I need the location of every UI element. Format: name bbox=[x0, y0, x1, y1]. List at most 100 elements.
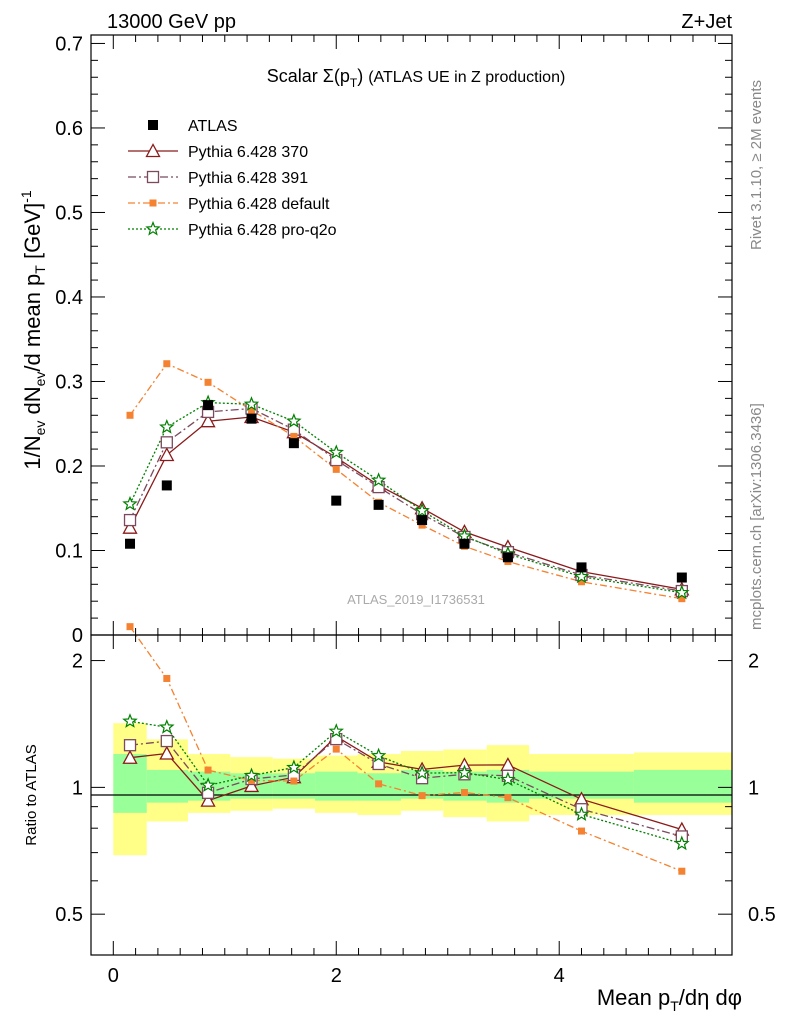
ratio-series-point bbox=[160, 734, 173, 748]
x-tick-label: 0 bbox=[108, 965, 119, 987]
y-tick-label: 0.7 bbox=[55, 33, 83, 55]
legend-label: Pythia 6.428 370 bbox=[188, 144, 308, 161]
series-point bbox=[678, 595, 686, 603]
ratio-series-point bbox=[375, 780, 383, 788]
legend-marker bbox=[146, 170, 160, 184]
ratio-series-line bbox=[129, 626, 683, 872]
rivet-version-label: Rivet 3.1.10, ≥ 2M events bbox=[748, 80, 765, 250]
title-sub: T bbox=[350, 76, 358, 90]
series-point bbox=[290, 432, 298, 440]
ratio-tick-label: 1 bbox=[72, 777, 83, 799]
plot-title: Scalar Σ(pT) (ATLAS UE in Z production) bbox=[267, 66, 566, 90]
series-point bbox=[414, 502, 430, 518]
ratio-series-point bbox=[332, 745, 340, 753]
ratio-series-point bbox=[122, 713, 138, 728]
x-axis-ticks: 0 2 4 bbox=[108, 35, 716, 987]
ratio-series-point bbox=[126, 623, 134, 631]
series-point bbox=[286, 413, 302, 428]
stat-uncertainty-band bbox=[146, 769, 188, 803]
ratio-tick-label-right: 1 bbox=[748, 777, 759, 799]
ratio-series-point bbox=[286, 759, 302, 775]
data-point bbox=[676, 572, 687, 583]
series-line bbox=[129, 416, 682, 591]
legend-marker bbox=[148, 120, 158, 130]
data-point bbox=[417, 515, 428, 526]
ratio-series-point bbox=[290, 777, 298, 785]
legend-marker bbox=[145, 143, 161, 158]
ratio-series-point bbox=[248, 776, 256, 784]
data-point bbox=[459, 538, 470, 549]
series-line bbox=[129, 362, 682, 600]
series-point bbox=[578, 578, 586, 586]
ratio-plot-frame bbox=[90, 634, 733, 956]
ratio-series-point bbox=[159, 719, 175, 734]
series-point bbox=[573, 568, 590, 584]
y-tick-label: 0.5 bbox=[55, 202, 83, 224]
legend-label: Pythia 6.428 391 bbox=[188, 170, 308, 187]
ratio-series-point bbox=[460, 789, 468, 797]
ratio-y-axis-label: Ratio to ATLAS bbox=[23, 744, 40, 845]
ratio-tick-label: 2 bbox=[72, 651, 83, 673]
series-point bbox=[674, 584, 690, 600]
mcplots-label: mcplots.cern.ch [arXiv:1306.3436] bbox=[748, 403, 765, 630]
ratio-tick-label: 0.5 bbox=[55, 904, 83, 926]
ratio-series-line bbox=[129, 738, 682, 838]
ratio-series-point bbox=[123, 739, 137, 752]
main-y-ticks: 0.1 0.2 0.3 0.4 0.5 0.6 0.7 0 bbox=[55, 33, 732, 647]
ratio-series-point bbox=[573, 806, 590, 822]
series-point bbox=[126, 411, 134, 419]
ratio-series-point bbox=[500, 771, 516, 787]
series-line bbox=[129, 407, 682, 592]
y-tick-label: 0 bbox=[72, 625, 83, 647]
ratio-tick-label-right: 0.5 bbox=[748, 904, 776, 926]
ratio-y-ticks: 0.5 0.5 1 1 2 2 bbox=[55, 651, 776, 956]
series-line bbox=[129, 401, 682, 594]
analysis-watermark: ATLAS_2019_I1736531 bbox=[347, 592, 485, 607]
y-tick-label: 0.6 bbox=[55, 118, 83, 140]
data-point bbox=[203, 400, 214, 411]
series-point bbox=[123, 513, 137, 527]
y-tick-label: 0.2 bbox=[55, 456, 83, 478]
series-point bbox=[204, 378, 212, 386]
y-tick-label: 0.4 bbox=[55, 287, 83, 309]
energy-label: 13000 GeV pp bbox=[107, 11, 236, 33]
ratio-series-point bbox=[504, 794, 512, 802]
series-point bbox=[122, 519, 138, 534]
title-close: ) bbox=[357, 66, 368, 86]
legend-marker bbox=[149, 199, 157, 207]
series-point bbox=[328, 444, 344, 460]
series-point bbox=[243, 396, 260, 411]
series-point bbox=[122, 495, 138, 511]
y-tick-label: 0.1 bbox=[55, 540, 83, 562]
series-point bbox=[200, 413, 216, 428]
legend: ATLAS Pythia 6.428 370 Pythia 6.428 391 Pyt… bbox=[128, 118, 337, 239]
x-axis-label: Mean pT/dη dφ bbox=[597, 985, 742, 1014]
data-point bbox=[502, 552, 513, 563]
ratio-series-point bbox=[674, 835, 690, 851]
main-plot-panel: 0.1 0.2 0.3 0.4 0.5 0.6 0.7 0 Scalar Σ(pT) (ATL… bbox=[55, 33, 733, 647]
legend-label: ATLAS bbox=[188, 118, 238, 135]
x-tick-label: 2 bbox=[331, 965, 342, 987]
series-point bbox=[163, 360, 171, 368]
data-point bbox=[373, 499, 384, 510]
title-detail: (ATLAS UE in Z production) bbox=[368, 69, 565, 86]
ratio-series-line bbox=[129, 720, 682, 845]
legend-marker bbox=[145, 220, 161, 236]
ratio-series-point bbox=[204, 766, 212, 774]
ratio-series-point bbox=[163, 674, 171, 682]
series-point bbox=[159, 447, 175, 462]
series-point bbox=[159, 418, 175, 434]
ratio-series-point bbox=[328, 723, 344, 738]
ratio-plot-panel: 0.5 0.5 1 1 2 2 0 2 4 bbox=[55, 35, 776, 987]
ratio-series-point bbox=[159, 745, 175, 760]
ratio-series-point bbox=[456, 764, 473, 780]
data-point bbox=[288, 438, 299, 449]
series-point bbox=[332, 465, 340, 473]
series-point bbox=[160, 436, 173, 449]
ratio-series-point bbox=[578, 827, 586, 835]
stat-uncertainty-band bbox=[633, 769, 732, 803]
data-point bbox=[331, 495, 342, 506]
ratio-series-line bbox=[129, 735, 682, 831]
series-point bbox=[370, 472, 387, 487]
